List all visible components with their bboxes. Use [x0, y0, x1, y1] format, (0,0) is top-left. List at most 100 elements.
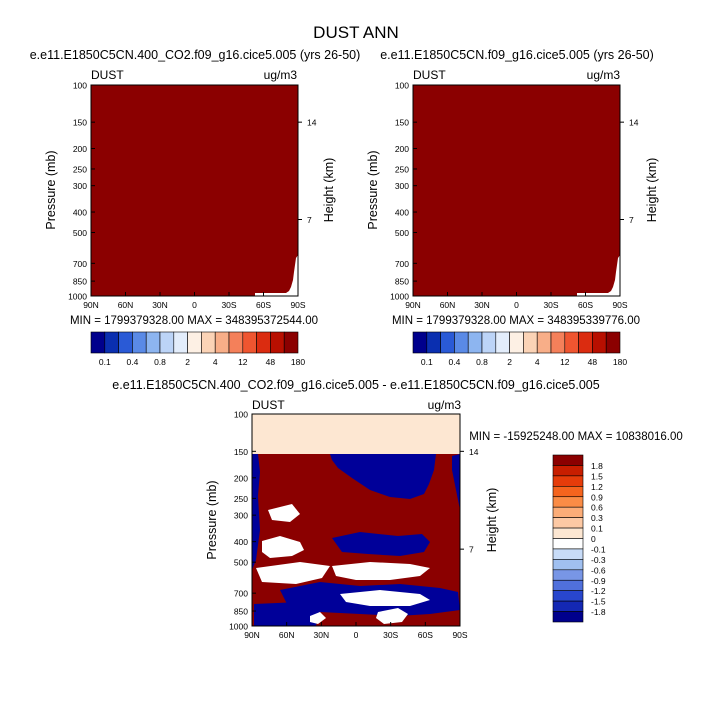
colorbar-label: 0 — [591, 534, 596, 544]
y-tick-label: 300 — [73, 181, 87, 191]
colorbar-label: 1.5 — [591, 471, 603, 481]
colorbar-swatch — [592, 331, 607, 354]
colorbar-swatch — [132, 331, 147, 354]
left-ylabel: Pressure (mb) — [44, 150, 58, 229]
colorbar-swatch — [145, 331, 161, 354]
right-y-ticks: 100 150 200 250 300 400 500 700 850 1000 — [390, 81, 417, 302]
right-surface-low-region — [577, 255, 620, 296]
diff-negative-bottom-left — [254, 602, 320, 626]
diff-ylabel: Pressure (mb) — [205, 480, 219, 559]
diff-var-label: DUST — [252, 398, 285, 412]
colorbar-label: -0.3 — [591, 555, 606, 565]
right-units-label: ug/m3 — [587, 68, 621, 82]
right-case-title: e.e11.E1850C5CN.f09_g16.cice5.005 (yrs 2… — [380, 48, 654, 62]
y-tick-label: 850 — [234, 607, 248, 617]
colorbar-swatch — [104, 331, 119, 354]
y-tick-label: 400 — [395, 208, 409, 218]
left-minmax: MIN = 1799379328.00 MAX = 348395372544.0… — [70, 315, 318, 327]
colorbar-swatch — [228, 331, 244, 354]
colorbar-swatch — [173, 331, 188, 354]
colorbar-swatch — [536, 331, 552, 354]
diff-white-band-3 — [332, 562, 430, 580]
y-tick-label: 400 — [73, 208, 87, 218]
colorbar-swatch — [481, 331, 497, 354]
colorbar-label: 0.4 — [126, 357, 138, 367]
diff-units-label: ug/m3 — [428, 398, 462, 412]
diff-negative-middle-band — [332, 532, 430, 556]
diff-y-ticks: 100 150 200 250 300 400 500 700 850 1000 — [229, 410, 256, 632]
colorbar-swatch — [187, 331, 202, 354]
diff-plot — [251, 413, 461, 627]
y-tick-label: 250 — [234, 494, 248, 504]
x-tick-label: 30N — [474, 300, 490, 310]
diff-white-surface-cell-2 — [310, 612, 326, 624]
colorbar-label: 0.6 — [591, 503, 603, 513]
colorbar-label: 12 — [560, 357, 570, 367]
colorbar-swatch — [552, 559, 584, 571]
colorbar-label: 12 — [238, 357, 248, 367]
colorbar-swatch — [118, 331, 133, 354]
left-plot — [90, 84, 299, 297]
y-tick-label: 150 — [234, 447, 248, 457]
x-tick-label: 60S — [418, 630, 433, 640]
y2-tick-label: 14 — [307, 118, 317, 128]
colorbar-swatch — [552, 506, 584, 518]
colorbar-swatch — [552, 486, 584, 498]
diff-y2label: Height (km) — [485, 488, 499, 553]
right-minmax: MIN = 1799379328.00 MAX = 348395339776.0… — [392, 315, 640, 327]
y-tick-label: 850 — [73, 277, 87, 287]
colorbar-swatch — [270, 331, 285, 354]
figure-title: DUST ANN — [313, 23, 399, 42]
colorbar-label: 0.1 — [421, 357, 433, 367]
colorbar-swatch — [412, 331, 428, 354]
y-tick-label: 1000 — [229, 622, 248, 632]
right-var-label: DUST — [413, 68, 446, 82]
y-tick-label: 200 — [73, 144, 87, 154]
diff-white-band-4 — [340, 590, 430, 606]
left-panel: e.e11.E1850C5CN.400_CO2.f09_g16.cice5.00… — [30, 48, 361, 367]
colorbar-label: 0.8 — [154, 357, 166, 367]
x-tick-label: 30N — [314, 630, 330, 640]
colorbar-swatch — [509, 331, 524, 354]
colorbar-swatch — [552, 538, 584, 550]
x-tick-label: 30S — [221, 300, 236, 310]
colorbar-swatch — [552, 579, 584, 591]
diff-upper-neutral-region — [252, 414, 460, 454]
left-y2-ticks: 14 7 — [298, 118, 317, 225]
y2-tick-label: 7 — [629, 215, 634, 225]
colorbar-label: -0.6 — [591, 565, 606, 575]
x-tick-label: 0 — [354, 630, 359, 640]
colorbar-label: 180 — [291, 357, 305, 367]
colorbar-swatch — [550, 331, 566, 354]
x-tick-label: 60N — [440, 300, 456, 310]
colorbar-swatch — [552, 548, 584, 560]
colorbar-swatch — [552, 496, 584, 508]
colorbar-label: -1.5 — [591, 597, 606, 607]
y-tick-label: 700 — [395, 259, 409, 269]
diff-white-band-5 — [268, 504, 300, 522]
x-tick-label: 0 — [192, 300, 197, 310]
y-tick-label: 500 — [234, 558, 248, 568]
y-tick-label: 100 — [73, 81, 87, 91]
colorbar-label: -0.1 — [591, 544, 606, 554]
colorbar-swatch — [552, 590, 584, 602]
x-tick-label: 60N — [118, 300, 134, 310]
colorbar-swatch — [552, 569, 584, 581]
y2-tick-label: 7 — [307, 215, 312, 225]
x-tick-label: 90N — [83, 300, 99, 310]
colorbar-label: 0.3 — [591, 513, 603, 523]
x-tick-label: 90N — [244, 630, 260, 640]
diff-minmax: MIN = -15925248.00 MAX = 10838016.00 — [469, 431, 683, 443]
colorbar-label: 0.8 — [476, 357, 488, 367]
x-tick-label: 60N — [279, 630, 295, 640]
colorbar-label: 4 — [535, 357, 540, 367]
colorbar-swatch — [564, 331, 579, 354]
colorbar-swatch — [454, 331, 469, 354]
colorbar-swatch — [440, 331, 455, 354]
colorbar-swatch — [552, 454, 584, 466]
y-tick-label: 400 — [234, 537, 248, 547]
left-units-label: ug/m3 — [264, 68, 298, 82]
colorbar-swatch — [552, 475, 584, 487]
colorbar-label: -1.8 — [591, 607, 606, 617]
diff-white-band-1 — [262, 536, 304, 558]
